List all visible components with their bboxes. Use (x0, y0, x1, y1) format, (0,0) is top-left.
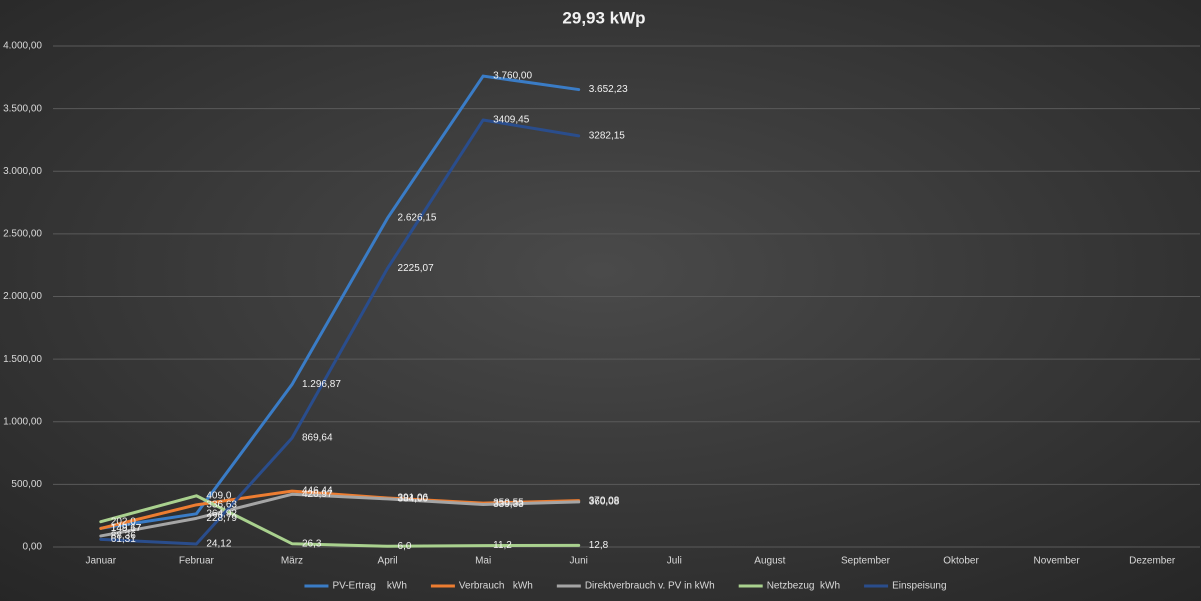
series-line (99, 494, 581, 548)
x-tick-label: Juni (570, 556, 588, 567)
chart-title: 29,93 kWp (562, 8, 645, 27)
data-label: 149,67 (111, 523, 142, 534)
legend-label: PV-Ertrag kWh (332, 581, 406, 592)
legend-label: Verbrauch kWh (459, 581, 533, 592)
legend-item: Netzbezug kWh (738, 581, 840, 592)
legend-label: Direktverbrauch v. PV in kWh (585, 581, 715, 592)
data-label: 12,8 (589, 540, 609, 551)
data-label: 1.296,87 (302, 379, 341, 390)
legend-item: PV-Ertrag kWh (304, 581, 407, 592)
y-tick-label: 1.000,00 (3, 416, 42, 427)
x-tick-label: September (841, 556, 891, 567)
data-label: 339,33 (493, 499, 524, 510)
legend-label: Einspeisung (892, 581, 946, 592)
legend-label: Netzbezug kWh (767, 581, 840, 592)
legend-item: Direktverbrauch v. PV in kWh (556, 581, 715, 592)
data-label: 391,06 (398, 493, 429, 504)
data-label: 148,17 (111, 523, 142, 534)
y-tick-label: 1.500,00 (3, 354, 42, 365)
data-label: 6,0 (398, 541, 412, 552)
data-label: 228,79 (206, 513, 237, 524)
data-label: 264,92 (206, 508, 237, 519)
y-tick-label: 2.500,00 (3, 229, 42, 240)
data-label: 2225,07 (398, 263, 435, 274)
data-label: 3409,45 (493, 115, 530, 126)
data-label: 350,55 (493, 498, 524, 509)
data-label: 409,0 (206, 490, 231, 501)
data-label: 11,2 (493, 540, 512, 551)
data-label: 3.652,23 (589, 84, 628, 95)
data-label: 3.760,00 (493, 71, 532, 82)
y-tick-label: 500,00 (11, 479, 42, 490)
legend-item: Einspeisung (864, 581, 947, 592)
x-tick-label: März (281, 556, 303, 567)
series-line (99, 118, 581, 546)
data-label: 384,00 (398, 494, 429, 505)
x-tick-label: Mai (475, 556, 491, 567)
x-tick-label: August (754, 556, 785, 567)
x-tick-label: April (378, 556, 398, 567)
data-label: 370,08 (589, 495, 620, 506)
x-tick-label: Oktober (943, 556, 979, 567)
data-label: 420,97 (302, 489, 333, 500)
data-label: 202,0 (111, 516, 136, 527)
legend-item: Verbrauch kWh (430, 581, 533, 592)
series-line (99, 74, 581, 530)
y-tick-label: 3.000,00 (3, 166, 42, 177)
data-label: 2.626,15 (398, 213, 437, 224)
y-tick-label: 4.000,00 (3, 41, 42, 52)
x-tick-label: Juli (667, 556, 682, 567)
data-label: 88,36 (111, 531, 136, 542)
x-tick-label: Dezember (1129, 556, 1176, 567)
series-line (99, 492, 581, 538)
data-label: 26,3 (302, 538, 322, 549)
y-tick-label: 0,00 (23, 542, 43, 553)
data-label: 869,64 (302, 433, 333, 444)
data-label: 336,63 (206, 499, 237, 510)
x-tick-label: Januar (86, 556, 117, 567)
x-tick-label: Februar (179, 556, 215, 567)
data-label: 61,31 (111, 534, 136, 545)
data-label: 446,44 (302, 486, 333, 497)
y-tick-label: 2.000,00 (3, 291, 42, 302)
y-tick-label: 3.500,00 (3, 103, 42, 114)
data-label: 3282,15 (589, 131, 626, 142)
x-tick-label: November (1034, 556, 1081, 567)
data-label: 360,08 (589, 497, 620, 508)
data-label: 24,12 (206, 539, 231, 550)
